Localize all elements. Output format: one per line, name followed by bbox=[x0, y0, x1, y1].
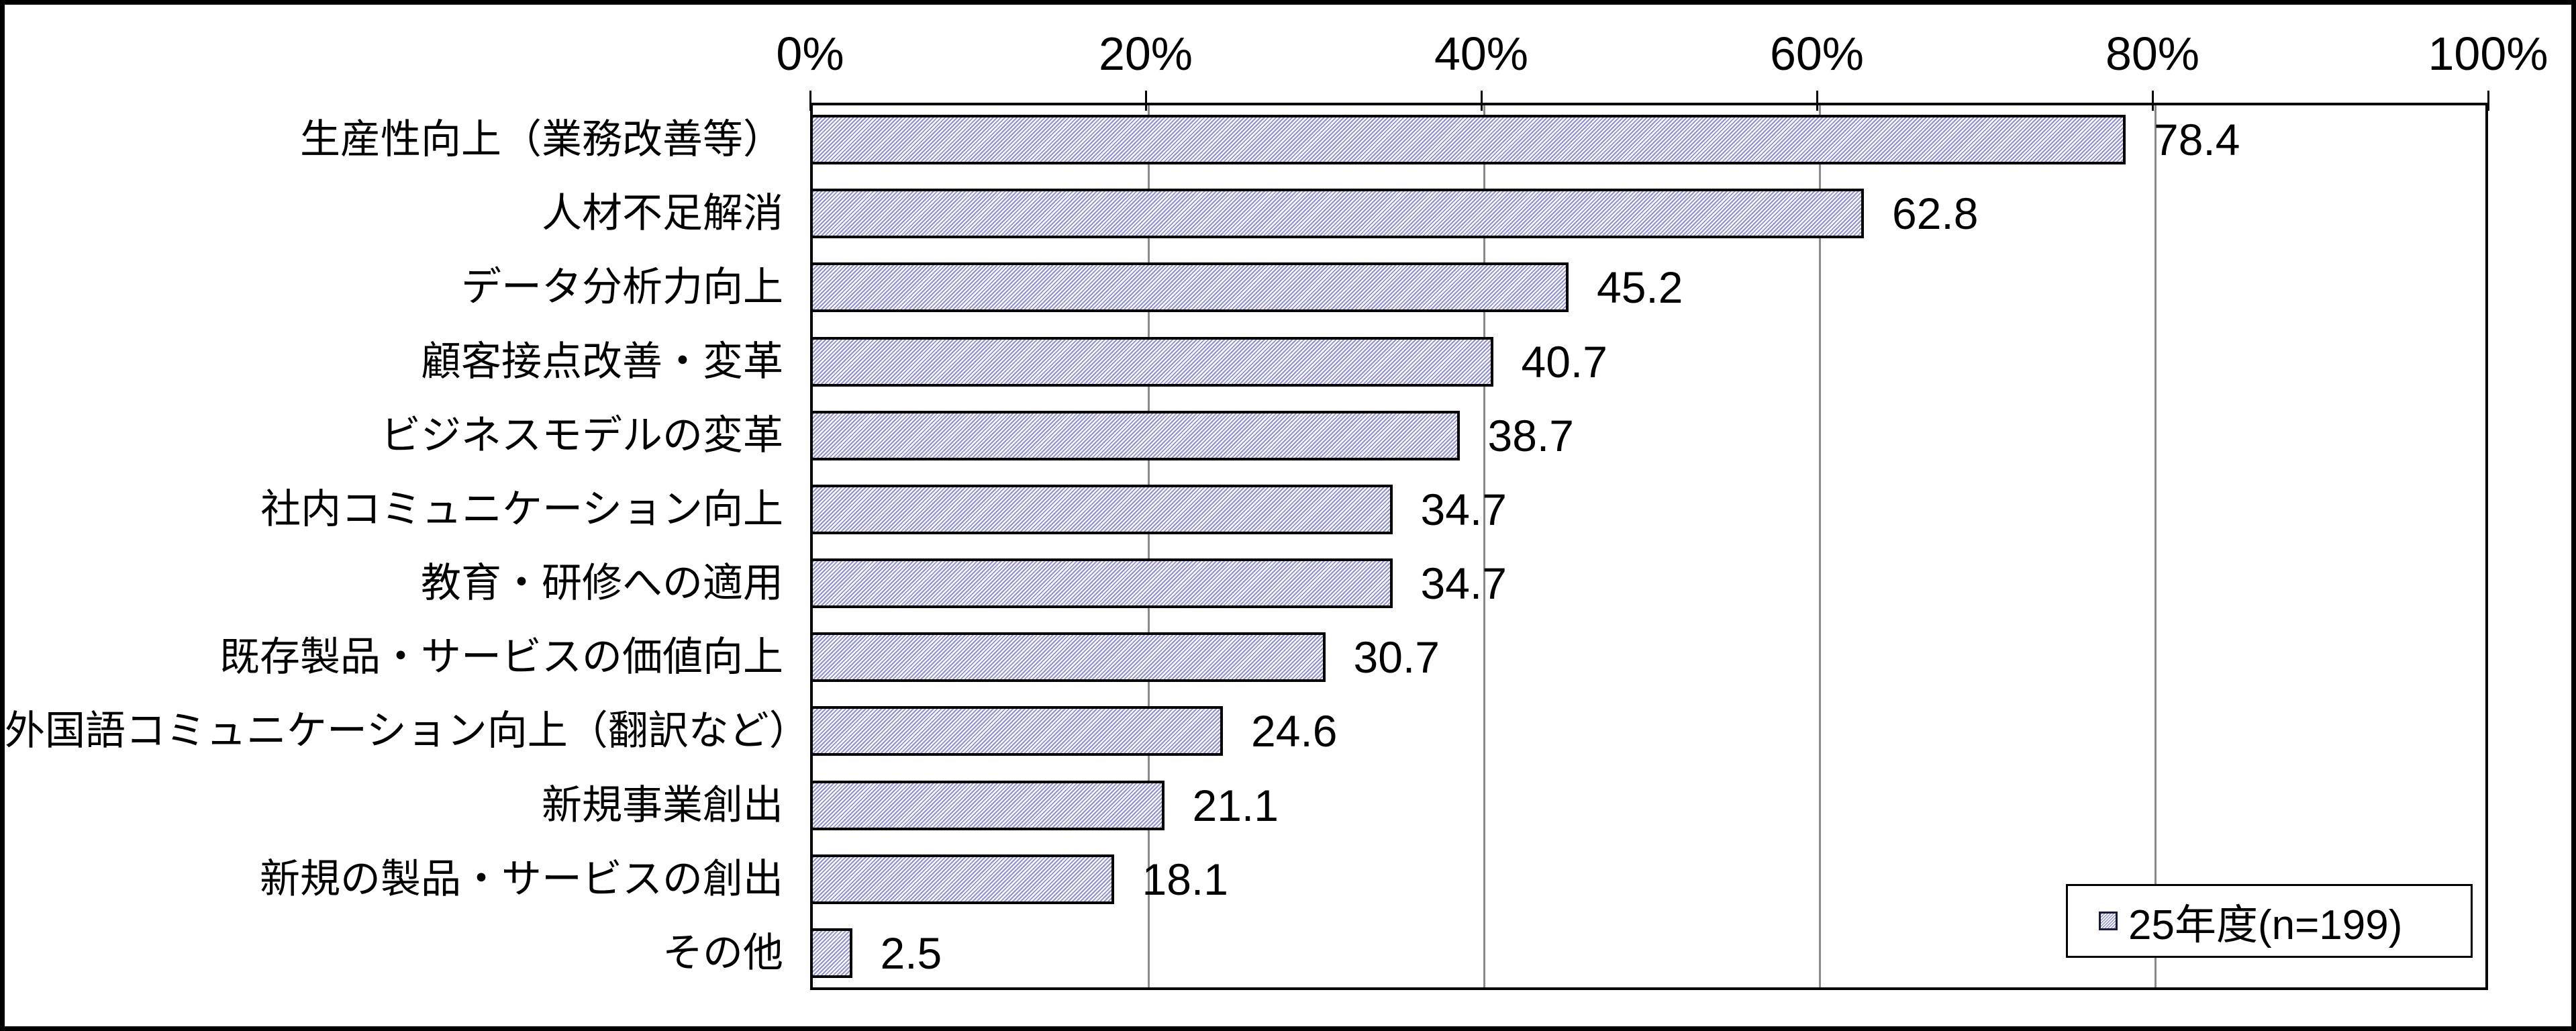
legend-box: 25年度(n=199) bbox=[2066, 884, 2473, 958]
gridline-80 bbox=[2154, 105, 2157, 987]
value-label: 2.5 bbox=[880, 928, 942, 978]
value-label: 21.1 bbox=[1192, 780, 1279, 830]
category-label: 既存製品・サービスの価値向上 bbox=[219, 634, 783, 680]
value-label: 45.2 bbox=[1597, 262, 1683, 313]
value-label: 62.8 bbox=[1892, 189, 1979, 239]
x-tick-label: 100% bbox=[2428, 28, 2548, 80]
x-tick-label: 40% bbox=[1434, 28, 1529, 80]
legend-swatch-icon bbox=[2099, 912, 2118, 930]
bar bbox=[810, 484, 1393, 534]
bar bbox=[810, 854, 1114, 904]
value-label: 18.1 bbox=[1142, 854, 1228, 904]
axis-tick-40 bbox=[1480, 91, 1483, 111]
axis-tick-0 bbox=[809, 91, 811, 111]
bar bbox=[810, 410, 1460, 460]
value-label: 78.4 bbox=[2154, 115, 2240, 165]
gridline-20 bbox=[1147, 105, 1150, 987]
bar bbox=[810, 115, 2126, 165]
plot-area bbox=[810, 103, 2488, 990]
gridline-60 bbox=[1818, 105, 1821, 987]
category-label: データ分析力向上 bbox=[461, 264, 783, 310]
bar bbox=[810, 336, 1493, 387]
value-label: 40.7 bbox=[1521, 336, 1607, 387]
category-label: 新規事業創出 bbox=[542, 782, 783, 828]
x-tick-label: 60% bbox=[1769, 28, 1865, 80]
value-label: 38.7 bbox=[1487, 410, 1574, 460]
x-tick-label: 80% bbox=[2105, 28, 2200, 80]
axis-tick-60 bbox=[1816, 91, 1818, 111]
category-label: 人材不足解消 bbox=[542, 191, 783, 236]
bar bbox=[810, 780, 1165, 830]
x-tick-label: 0% bbox=[776, 28, 844, 80]
x-tick-label: 20% bbox=[1098, 28, 1193, 80]
value-label: 34.7 bbox=[1420, 558, 1507, 609]
category-label: その他 bbox=[662, 930, 783, 975]
category-label: ビジネスモデルの変革 bbox=[381, 412, 783, 458]
bar bbox=[810, 262, 1569, 313]
value-label: 24.6 bbox=[1251, 706, 1338, 756]
bar bbox=[810, 558, 1393, 609]
category-label: 新規の製品・サービスの創出 bbox=[260, 856, 783, 901]
gridline-40 bbox=[1483, 105, 1485, 987]
axis-tick-80 bbox=[2151, 91, 2154, 111]
category-label: 生産性向上（業務改善等） bbox=[300, 117, 783, 162]
axis-tick-100 bbox=[2487, 91, 2489, 111]
value-label: 34.7 bbox=[1420, 484, 1507, 534]
bar bbox=[810, 189, 1864, 239]
category-label: 外国語コミュニケーション向上（翻訳など） bbox=[5, 708, 809, 754]
category-label: 顧客接点改善・変革 bbox=[421, 338, 783, 384]
bar bbox=[810, 706, 1223, 756]
category-label: 社内コミュニケーション向上 bbox=[260, 486, 783, 532]
category-label: 教育・研修への適用 bbox=[421, 560, 783, 605]
axis-tick-20 bbox=[1144, 91, 1147, 111]
bar bbox=[810, 928, 852, 978]
value-label: 30.7 bbox=[1353, 632, 1440, 683]
legend-label: 25年度(n=199) bbox=[2128, 902, 2403, 948]
bar bbox=[810, 632, 1326, 683]
